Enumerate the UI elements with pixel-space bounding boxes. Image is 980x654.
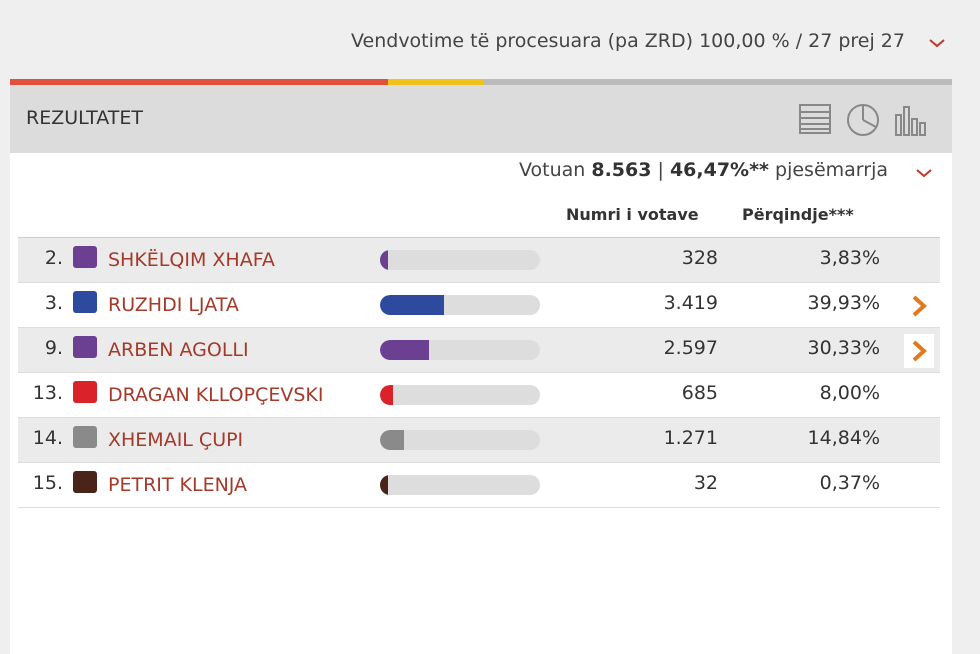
logo-shape bbox=[73, 471, 97, 493]
candidate-name[interactable]: SHKËLQIM XHAFA bbox=[108, 249, 275, 271]
turnout-toggle[interactable] bbox=[915, 168, 933, 178]
logo-shape bbox=[73, 381, 97, 403]
details-arrow[interactable] bbox=[904, 289, 934, 323]
bar bbox=[380, 340, 429, 360]
vote-percent: 8,00% bbox=[819, 382, 880, 404]
bar bbox=[380, 250, 388, 270]
bar bbox=[380, 475, 388, 495]
result-row: 15. PETRIT KLENJA 32 0,37% bbox=[18, 463, 940, 508]
result-row: 9. ARBEN AGOLLI 2.597 30,33% bbox=[18, 328, 940, 373]
bar-track bbox=[380, 385, 540, 405]
details-arrow[interactable] bbox=[904, 334, 934, 368]
turnout-label: Votuan bbox=[518, 159, 586, 181]
result-row: 2. SHKËLQIM XHAFA 328 3,83% bbox=[18, 238, 940, 283]
list-number: 3. bbox=[44, 292, 63, 314]
turnout-percent: 46,47%** bbox=[669, 159, 769, 181]
vote-percent: 39,93% bbox=[807, 292, 880, 314]
result-row: 3. RUZHDI LJATA 3.419 39,93% bbox=[18, 283, 940, 328]
result-row: 14. XHEMAIL ÇUPI 1.271 14,84% bbox=[18, 418, 940, 463]
vote-percent: 14,84% bbox=[807, 427, 880, 449]
list-number: 13. bbox=[32, 382, 63, 404]
vote-count: 2.597 bbox=[663, 337, 718, 359]
vote-count: 685 bbox=[681, 382, 718, 404]
logo-shape bbox=[73, 246, 97, 268]
progress-stripe bbox=[10, 79, 952, 85]
turnout-separator: | bbox=[657, 159, 664, 181]
turnout-voters: 8.563 bbox=[591, 159, 652, 181]
arrow-shape bbox=[912, 340, 927, 362]
candidate-name[interactable]: RUZHDI LJATA bbox=[108, 294, 239, 316]
party-logo bbox=[73, 381, 97, 403]
vote-count: 328 bbox=[681, 247, 718, 269]
bar-track bbox=[380, 430, 540, 450]
candidate-name[interactable]: PETRIT KLENJA bbox=[108, 474, 248, 496]
party-logo bbox=[73, 291, 97, 313]
list-number: 9. bbox=[44, 337, 63, 359]
votes-header: Numri i votave bbox=[566, 205, 699, 224]
processed-status: Vendvotime të procesuara (pa ZRD) 100,00… bbox=[351, 30, 905, 52]
bar-track bbox=[380, 340, 540, 360]
bar-track bbox=[380, 475, 540, 495]
bar-track bbox=[380, 250, 540, 270]
vote-count: 32 bbox=[693, 472, 718, 494]
percent-header: Përqindje*** bbox=[742, 205, 854, 224]
candidate-name[interactable]: XHEMAIL ÇUPI bbox=[108, 429, 244, 451]
list-number: 14. bbox=[32, 427, 63, 449]
vote-percent: 0,37% bbox=[819, 472, 880, 494]
vote-count: 1.271 bbox=[663, 427, 718, 449]
candidate-name[interactable]: ARBEN AGOLLI bbox=[108, 339, 249, 361]
bar-track bbox=[380, 295, 540, 315]
party-logo bbox=[73, 336, 97, 358]
list-number: 2. bbox=[44, 247, 63, 269]
bar-view-button[interactable] bbox=[894, 103, 928, 137]
candidate-name[interactable]: DRAGAN KLLOPÇEVSKI bbox=[108, 384, 324, 406]
logo-shape bbox=[73, 291, 97, 313]
turnout-line: Votuan 8.563 | 46,47%** pjesëmarrja bbox=[519, 159, 888, 181]
bar bbox=[380, 430, 404, 450]
bar bbox=[380, 385, 393, 405]
vote-percent: 30,33% bbox=[807, 337, 880, 359]
logo-shape bbox=[73, 336, 97, 358]
logo-shape bbox=[73, 426, 97, 448]
bar bbox=[380, 295, 444, 315]
table-view-button[interactable] bbox=[798, 103, 832, 135]
pie-view-button[interactable] bbox=[846, 103, 880, 137]
party-logo bbox=[73, 471, 97, 493]
party-logo bbox=[73, 246, 97, 268]
results-panel: REZULTATET Votuan 8.563 | 46,47%** pjesë… bbox=[10, 85, 952, 654]
vote-percent: 3,83% bbox=[819, 247, 880, 269]
panel-header: REZULTATET bbox=[10, 85, 952, 153]
list-number: 15. bbox=[32, 472, 63, 494]
party-logo bbox=[73, 426, 97, 448]
result-row: 13. DRAGAN KLLOPÇEVSKI 685 8,00% bbox=[18, 373, 940, 418]
vote-count: 3.419 bbox=[663, 292, 718, 314]
panel-title: REZULTATET bbox=[26, 107, 143, 129]
arrow-shape bbox=[912, 295, 927, 317]
expand-toggle[interactable] bbox=[928, 38, 946, 48]
results-table: 2. SHKËLQIM XHAFA 328 3,83% 3. RUZHDI LJATA 3.… bbox=[18, 237, 940, 508]
turnout-suffix: pjesëmarrja bbox=[775, 159, 888, 181]
